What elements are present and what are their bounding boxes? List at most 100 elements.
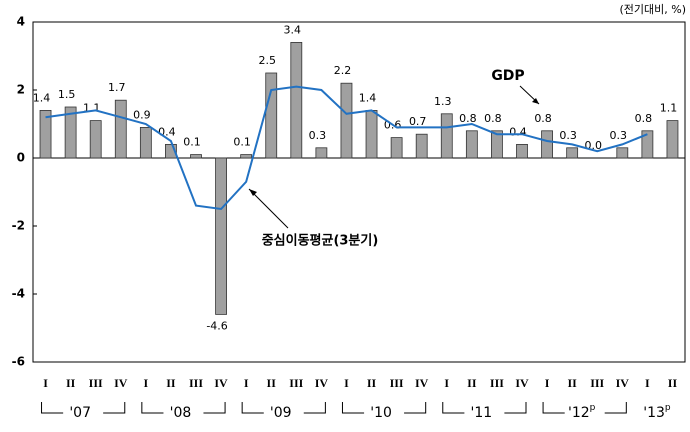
bar [491, 130, 503, 159]
year-bracket [404, 402, 427, 414]
x-tick-label: I [144, 376, 149, 390]
plot-frame [32, 21, 686, 363]
x-tick-label: II [367, 376, 377, 390]
bar [215, 157, 227, 315]
data-label: 1.5 [58, 88, 76, 101]
x-tick-label: II [668, 376, 678, 390]
year-bracket [103, 402, 126, 414]
bar [390, 137, 403, 159]
data-label: 1.3 [434, 95, 452, 108]
data-label: 2.5 [258, 54, 276, 67]
x-tick-label: III [490, 376, 504, 390]
bar [139, 127, 152, 159]
data-label: 0.3 [610, 129, 628, 142]
year-bracket [341, 402, 365, 414]
x-tick-label: II [567, 376, 577, 390]
x-tick-label: II [467, 376, 477, 390]
x-tick-label: III [189, 376, 203, 390]
bar [64, 106, 77, 159]
bar [616, 147, 629, 159]
data-label: 0.1 [233, 136, 251, 149]
data-label: 0.3 [559, 129, 577, 142]
gdp-annotation: GDP [491, 68, 524, 84]
x-tick-label: I [344, 376, 349, 390]
y-tick-label: 0 [17, 151, 25, 165]
arrow-head [249, 189, 257, 196]
x-tick-label: IV [315, 376, 329, 390]
ma-line [45, 85, 648, 211]
bar [440, 113, 453, 159]
x-tick-label: IV [214, 376, 228, 390]
x-tick-label: IV [616, 376, 630, 390]
bar [340, 82, 353, 159]
bar [265, 72, 278, 159]
x-tick-label: I [645, 376, 650, 390]
data-label: 0.3 [309, 129, 327, 142]
data-label: 0.8 [534, 112, 552, 125]
provisional-mark: p [590, 403, 596, 413]
x-tick-label: III [390, 376, 404, 390]
bar [165, 143, 177, 159]
data-label: 2.2 [334, 64, 352, 77]
bar [89, 120, 102, 159]
bar [666, 120, 679, 159]
data-label: 0.4 [509, 125, 527, 138]
data-label: 0.8 [484, 112, 502, 125]
x-tick-label: I [545, 376, 550, 390]
year-bracket [442, 402, 465, 414]
data-label: 0.8 [635, 112, 653, 125]
bar [415, 133, 428, 159]
data-label: 0.4 [158, 125, 176, 138]
unit-label: (전기대비, %) [619, 3, 686, 16]
bar [641, 130, 654, 159]
data-label: 3.4 [284, 23, 302, 36]
bar [39, 110, 52, 159]
year-bracket [504, 402, 527, 414]
x-tick-label: I [444, 376, 449, 390]
data-label: 1.7 [108, 81, 126, 94]
data-label: 1.4 [359, 91, 377, 104]
x-tick-label: III [590, 376, 604, 390]
year-bracket [303, 402, 326, 414]
year-label: '08 [170, 405, 192, 421]
x-tick-label: III [89, 376, 103, 390]
data-label: 0.9 [133, 108, 151, 121]
year-bracket [604, 402, 627, 414]
data-label: -4.6 [206, 319, 227, 332]
bar [566, 147, 579, 159]
bar [541, 130, 553, 159]
year-bracket [41, 402, 64, 414]
bar [516, 143, 528, 159]
arrow-head [532, 98, 539, 104]
bar [290, 42, 303, 159]
year-label: '12p [568, 403, 596, 422]
ma-annotation: 중심이동평균(3분기) [262, 233, 379, 249]
bar [240, 154, 253, 159]
x-tick-label: II [166, 376, 176, 390]
x-tick-label: IV [114, 376, 128, 390]
year-bracket [141, 402, 164, 414]
bar [315, 147, 328, 159]
bar [190, 154, 202, 159]
x-tick-label: IV [415, 376, 429, 390]
data-label: 0.1 [183, 136, 201, 149]
bar [465, 130, 478, 159]
year-label: '07 [69, 405, 91, 421]
year-bracket [241, 402, 264, 414]
year-bracket [542, 402, 565, 414]
data-label: 1.4 [33, 91, 51, 104]
x-tick-label: I [244, 376, 249, 390]
year-bracket [203, 402, 226, 414]
year-label: '10 [370, 405, 392, 421]
provisional-mark: p [665, 403, 671, 413]
x-tick-label: I [43, 376, 48, 390]
y-tick-label: -2 [12, 219, 25, 233]
x-tick-label: IV [515, 376, 529, 390]
year-label: '11 [471, 405, 493, 421]
data-label: 0.8 [459, 112, 477, 125]
bar [365, 110, 378, 159]
year-label: '13p [643, 403, 671, 422]
bar [114, 99, 127, 159]
year-label: '09 [270, 405, 292, 421]
